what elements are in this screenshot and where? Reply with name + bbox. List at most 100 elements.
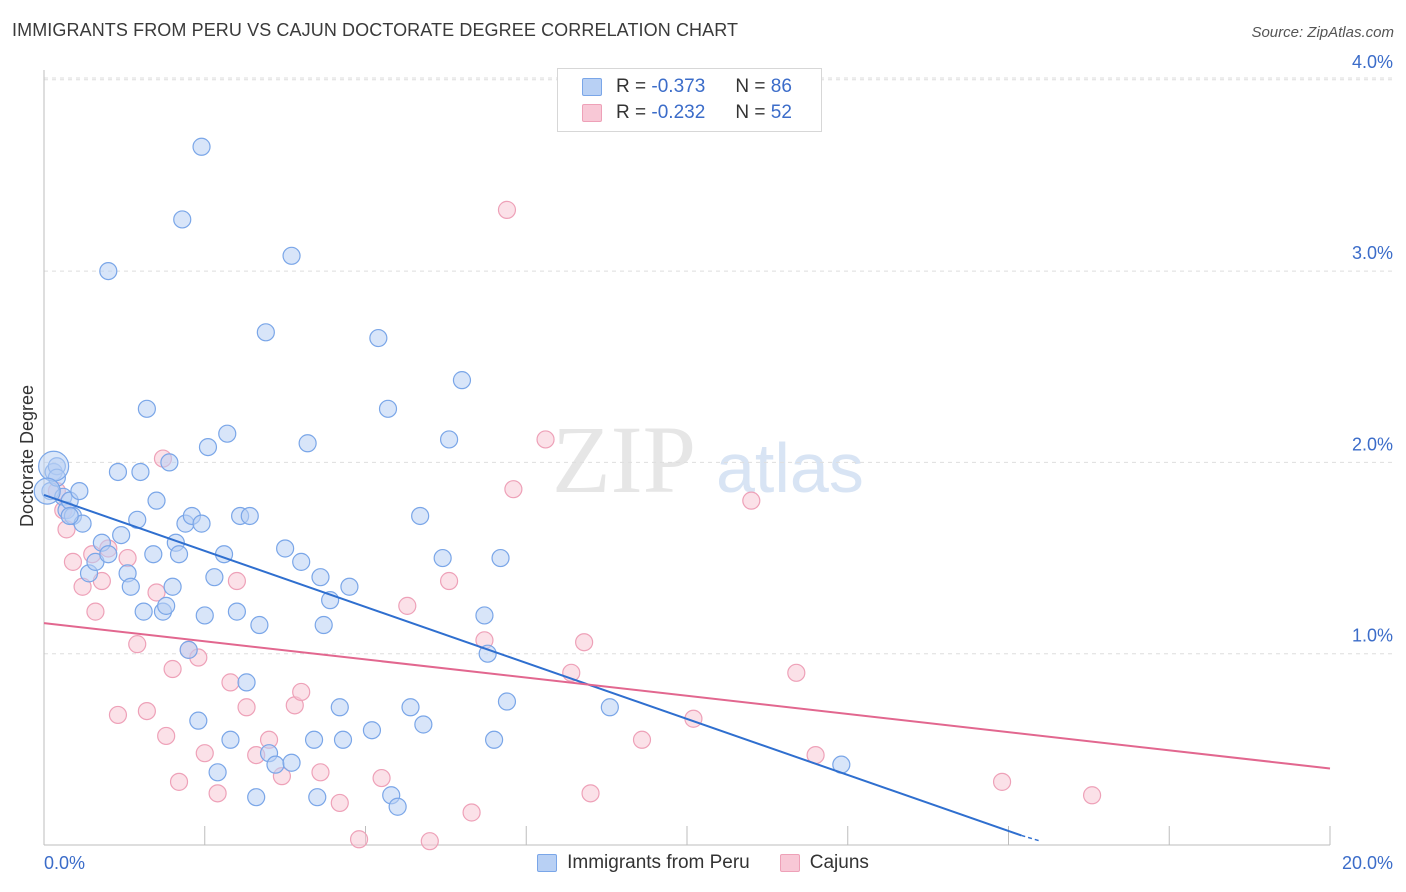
grid	[44, 77, 1395, 655]
peru-point	[497, 692, 517, 711]
peru-point	[134, 602, 153, 621]
peru-point	[311, 568, 330, 587]
y-tick-label: 3.0%	[1352, 243, 1393, 263]
peru-point	[108, 462, 128, 482]
stats-legend: R = -0.373 N = 86 R = -0.232 N = 52	[557, 68, 822, 132]
cajuns-legend-swatch	[779, 854, 800, 872]
peru-point	[256, 323, 275, 342]
peru-point	[411, 506, 430, 526]
peru-point	[266, 755, 285, 774]
series-legend: Immigrants from Peru Cajuns	[0, 852, 1406, 874]
cajun-point	[169, 772, 189, 791]
peru-point	[60, 506, 79, 526]
peru-point	[298, 434, 317, 453]
cajun-point	[497, 200, 517, 219]
peru-point	[112, 525, 131, 545]
peru-point	[452, 371, 472, 390]
peru-point	[227, 602, 246, 621]
cajun-point	[462, 803, 481, 822]
peru-point	[205, 568, 224, 587]
peru-point	[173, 210, 192, 229]
peru-point	[282, 246, 301, 265]
peru-point	[195, 606, 214, 625]
cajun-point	[108, 705, 128, 725]
peru-point	[250, 615, 269, 635]
cajun-point	[504, 480, 523, 499]
cajun-point	[398, 596, 417, 615]
peru-point	[192, 514, 211, 533]
watermark-zip: ZIP	[552, 406, 696, 513]
cajun-trend-line	[43, 622, 1331, 770]
peru-point	[333, 730, 353, 749]
cajun-point	[195, 744, 214, 763]
cajun-point	[292, 682, 311, 702]
peru-swatch	[582, 78, 602, 96]
peru-point	[308, 788, 327, 807]
cajun-point	[372, 768, 391, 788]
cajun-point	[147, 583, 166, 602]
peru-point	[292, 552, 311, 571]
cajun-point	[311, 763, 330, 782]
peru-point	[369, 328, 388, 348]
legend-item-cajuns[interactable]: Cajuns	[779, 852, 869, 874]
stats-row-cajuns: R = -0.232 N = 52	[582, 101, 792, 125]
legend-item-peru[interactable]: Immigrants from Peru	[537, 852, 750, 874]
cajun-point	[420, 832, 439, 851]
peru-point	[121, 577, 140, 596]
peru-point	[169, 545, 189, 564]
n-label: N =	[735, 76, 766, 97]
y-tick-label: 2.0%	[1352, 434, 1393, 454]
cajun-point	[157, 726, 176, 746]
peru-point	[475, 606, 494, 625]
x-tick-label-min: 0.0%	[44, 853, 85, 873]
cajun-point	[575, 633, 594, 652]
cajun-point	[86, 602, 105, 621]
cajun-point	[163, 659, 182, 679]
peru-point	[192, 137, 211, 156]
peru-trend-extension	[1021, 834, 1041, 842]
peru-point	[414, 715, 433, 734]
tick-labels: 1.0% 2.0% 3.0% 4.0% 0.0% 20.0%	[44, 52, 1393, 873]
peru-point	[221, 730, 240, 749]
peru-point	[600, 698, 619, 717]
peru-point	[314, 615, 333, 635]
r-value: -0.232	[651, 102, 706, 123]
peru-point	[401, 698, 420, 717]
peru-point	[340, 577, 359, 596]
peru-point-cluster	[38, 450, 70, 482]
peru-legend-swatch	[537, 854, 558, 872]
peru-point	[304, 730, 324, 749]
peru-point	[237, 673, 256, 692]
cajun-point	[742, 491, 761, 510]
legend-label-peru: Immigrants from Peru	[567, 852, 750, 873]
peru-point	[439, 430, 459, 449]
stats-row-peru: R = -0.373 N = 86	[582, 75, 792, 99]
cajun-point	[137, 701, 156, 721]
r-label: R =	[616, 76, 647, 97]
watermark-atlas: atlas	[716, 429, 864, 507]
trend-lines	[43, 493, 1331, 842]
peru-point	[362, 721, 382, 740]
x-tick-label-max: 20.0%	[1342, 853, 1393, 873]
cajun-point	[536, 430, 555, 449]
cajun-point	[128, 635, 147, 654]
n-value: 52	[770, 102, 792, 123]
n-value: 86	[770, 76, 792, 97]
cajun-point	[63, 552, 83, 571]
cajun-point	[349, 830, 369, 849]
peru-point	[99, 262, 118, 281]
peru-point	[240, 506, 259, 526]
legend-label-cajuns: Cajuns	[809, 852, 869, 873]
cajun-point	[237, 698, 256, 717]
cajun-point	[992, 772, 1012, 791]
peru-point	[282, 753, 301, 772]
cajun-point	[221, 673, 240, 692]
peru-point	[330, 698, 349, 717]
cajun-point	[581, 784, 600, 803]
peru-point	[160, 453, 179, 472]
y-tick-label: 4.0%	[1352, 52, 1393, 72]
watermark: ZIP atlas	[552, 406, 864, 513]
y-axis-label-wrap: Doctorate Degree	[17, 385, 37, 527]
peru-point	[478, 644, 497, 663]
